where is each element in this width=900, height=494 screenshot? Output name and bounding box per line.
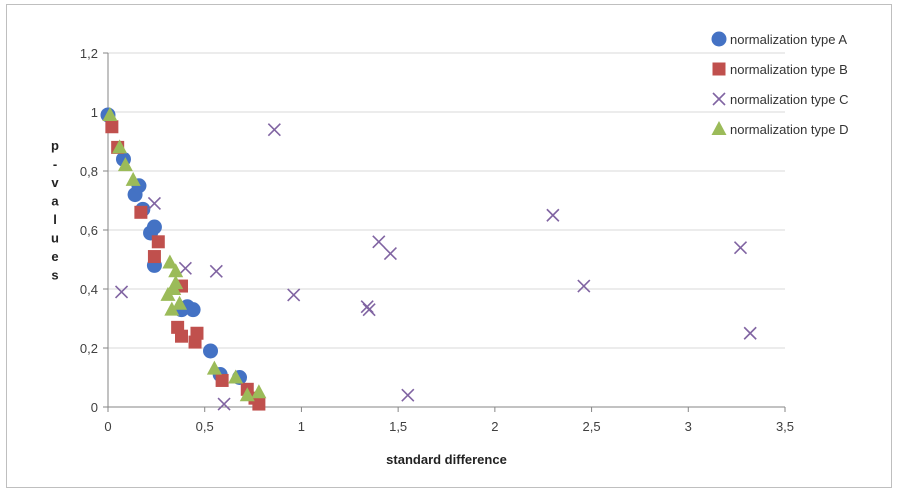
y-axis-title-char-2: v [51, 175, 59, 190]
point-d-5 [162, 254, 178, 269]
point-c-13 [577, 279, 591, 293]
point-b-6 [175, 329, 189, 343]
x-axis-title: standard difference [386, 452, 507, 467]
y-axis-title-char-5: u [51, 231, 59, 246]
y-tick-label-2: 0,4 [80, 282, 98, 297]
point-c-10 [383, 247, 397, 261]
y-axis-title-char-4: l [53, 212, 57, 227]
series-d [102, 106, 267, 402]
gridlines [108, 52, 785, 349]
point-c-1 [147, 196, 161, 211]
y-axis-title-char-3: a [51, 194, 59, 209]
x-tick-label-4: 2 [491, 419, 498, 434]
legend-marker-a [711, 31, 727, 47]
point-d-2 [117, 157, 133, 172]
legend-marker-b [712, 62, 726, 76]
axes [103, 52, 786, 412]
y-tick-label-6: 1,2 [80, 46, 98, 61]
y-axis-title-char-0: p [51, 138, 59, 153]
point-b-13 [252, 397, 266, 411]
point-c-2 [178, 261, 192, 275]
y-tick-label-0: 0 [91, 400, 98, 415]
point-d-9 [168, 275, 184, 290]
point-b-10 [215, 373, 229, 387]
y-axis-title-char-1: - [53, 157, 57, 172]
chart-frame: 0 0,5 1 1,5 2 2,5 3 3,5 0 0,2 0,4 0,6 0,8 1 1,2 normal… [6, 4, 892, 488]
point-b-2 [134, 205, 148, 219]
point-c-3 [209, 264, 223, 278]
legend-label-b: normalization type B [730, 62, 848, 77]
point-b-3 [147, 250, 161, 264]
point-d-11 [206, 360, 222, 375]
point-c-4 [217, 397, 231, 411]
point-c-14 [733, 241, 748, 255]
point-d-12 [228, 369, 244, 384]
legend-marker-c [712, 92, 726, 106]
point-c-0 [114, 285, 129, 299]
data-points [100, 106, 757, 411]
point-d-6 [164, 301, 180, 316]
point-a-10 [185, 302, 201, 318]
y-axis-title-char-6: e [51, 249, 58, 264]
point-d-13 [239, 387, 255, 402]
x-tick-label-7: 3,5 [776, 419, 794, 434]
x-tick-label-2: 1 [298, 419, 305, 434]
point-c-6 [287, 288, 301, 302]
point-c-11 [401, 388, 415, 402]
legend-label-a: normalization type A [730, 32, 847, 47]
point-c-12 [546, 208, 560, 222]
legend-label-c: normalization type C [730, 92, 849, 107]
y-tick-label-1: 0,2 [80, 341, 98, 356]
series-c [114, 123, 757, 411]
point-d-10 [172, 295, 188, 310]
y-tick-label-5: 1 [91, 105, 98, 120]
x-tick-label-5: 2,5 [583, 419, 601, 434]
tick-labels: 0 0,5 1 1,5 2 2,5 3 3,5 0 0,2 0,4 0,6 0,8 1 1,2 [80, 46, 794, 434]
point-d-8 [168, 263, 184, 278]
x-tick-label-3: 1,5 [389, 419, 407, 434]
scatter-plot: 0 0,5 1 1,5 2 2,5 3 3,5 0 0,2 0,4 0,6 0,8 1 1,2 normal… [51, 31, 849, 467]
point-c-9 [372, 235, 386, 249]
point-d-14 [251, 384, 267, 399]
legend-marker-d [711, 121, 727, 135]
point-b-0 [105, 120, 119, 134]
point-b-9 [190, 326, 204, 340]
point-c-15 [743, 326, 757, 340]
point-d-0 [102, 106, 118, 121]
y-axis-title-char-7: s [51, 268, 58, 283]
x-tick-label-0: 0 [104, 419, 111, 434]
y-tick-label-4: 0,8 [80, 164, 98, 179]
point-a-6 [146, 219, 162, 235]
legend: normalization type A normalization type B… [711, 31, 849, 137]
point-c-8 [362, 303, 376, 317]
point-a-11 [203, 343, 219, 359]
x-tick-label-6: 3 [685, 419, 692, 434]
point-d-1 [112, 139, 128, 154]
x-tick-label-1: 0,5 [196, 419, 214, 434]
y-tick-label-3: 0,6 [80, 223, 98, 238]
point-c-5 [267, 123, 281, 137]
legend-label-d: normalization type D [730, 122, 849, 137]
point-d-3 [125, 171, 141, 186]
point-b-4 [151, 235, 165, 249]
